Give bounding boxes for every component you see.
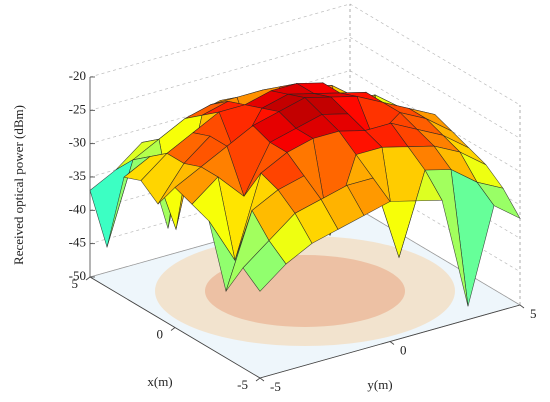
y-tick-label: 0 — [400, 342, 407, 357]
y-tick-label: 5 — [530, 306, 537, 321]
z-tick-label: -20 — [69, 68, 86, 83]
z-tick-label: -40 — [69, 201, 86, 216]
z-tick-label: -50 — [69, 268, 86, 283]
surface-patch — [89, 159, 134, 249]
z-tick-label: -30 — [69, 135, 86, 150]
y-tick-label: -5 — [270, 379, 281, 394]
x-tick-label: 0 — [157, 326, 164, 341]
surface-patch — [242, 240, 287, 292]
y-tick — [389, 341, 395, 345]
x-tick — [255, 377, 261, 382]
z-tick-label: -25 — [69, 101, 86, 116]
z-tick-label: -35 — [69, 168, 86, 183]
x-tick — [85, 276, 91, 281]
grid-line — [89, 36, 521, 139]
z-axis-label: Received optical power (dBm) — [11, 105, 26, 265]
y-tick — [259, 377, 265, 382]
x-tick — [170, 327, 176, 331]
x-tick-label: -5 — [237, 377, 248, 392]
x-tick-label: 5 — [72, 276, 79, 291]
y-tick — [519, 304, 525, 309]
x-axis-label: x(m) — [147, 374, 172, 389]
y-axis-label: y(m) — [367, 377, 392, 392]
z-tick-label: -45 — [69, 235, 86, 250]
